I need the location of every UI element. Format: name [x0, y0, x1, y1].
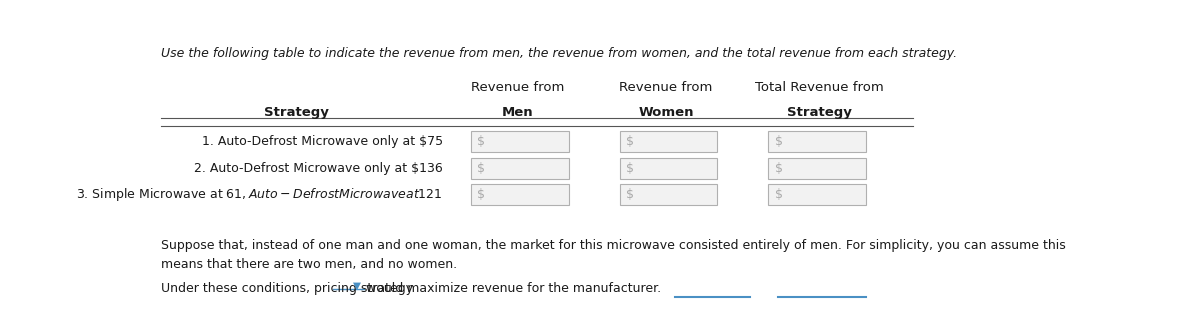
Text: $: $: [775, 162, 782, 175]
Text: 2. Auto-Defrost Microwave only at $136: 2. Auto-Defrost Microwave only at $136: [194, 162, 443, 175]
Text: Under these conditions, pricing strategy: Under these conditions, pricing strategy: [161, 282, 413, 295]
Text: Women: Women: [638, 106, 694, 119]
Text: Total Revenue from: Total Revenue from: [755, 81, 884, 94]
FancyBboxPatch shape: [619, 184, 718, 205]
FancyBboxPatch shape: [768, 184, 866, 205]
FancyBboxPatch shape: [470, 184, 569, 205]
Text: $: $: [478, 162, 485, 175]
FancyBboxPatch shape: [619, 158, 718, 178]
Text: Strategy: Strategy: [787, 106, 852, 119]
Text: Use the following table to indicate the revenue from men, the revenue from women: Use the following table to indicate the …: [161, 47, 958, 60]
Text: $: $: [626, 162, 634, 175]
FancyBboxPatch shape: [619, 131, 718, 152]
Text: $: $: [626, 135, 634, 148]
Text: $: $: [775, 188, 782, 201]
FancyBboxPatch shape: [768, 158, 866, 178]
Text: Revenue from: Revenue from: [470, 81, 564, 94]
Text: Suppose that, instead of one man and one woman, the market for this microwave co: Suppose that, instead of one man and one…: [161, 239, 1066, 252]
Text: would maximize revenue for the manufacturer.: would maximize revenue for the manufactu…: [366, 282, 661, 295]
Text: $: $: [775, 135, 782, 148]
Text: means that there are two men, and no women.: means that there are two men, and no wom…: [161, 258, 457, 271]
Text: $: $: [626, 188, 634, 201]
FancyBboxPatch shape: [470, 158, 569, 178]
Text: Strategy: Strategy: [264, 106, 329, 119]
Text: Men: Men: [502, 106, 533, 119]
FancyBboxPatch shape: [470, 131, 569, 152]
Text: Revenue from: Revenue from: [619, 81, 713, 94]
FancyBboxPatch shape: [768, 131, 866, 152]
Text: 1. Auto-Defrost Microwave only at $75: 1. Auto-Defrost Microwave only at $75: [202, 135, 443, 148]
Text: 3. Simple Microwave at $61, Auto-Defrost Microwave at $121: 3. Simple Microwave at $61, Auto-Defrost…: [77, 186, 443, 203]
Text: $: $: [478, 135, 485, 148]
Text: ▼: ▼: [353, 280, 361, 291]
Text: $: $: [478, 188, 485, 201]
